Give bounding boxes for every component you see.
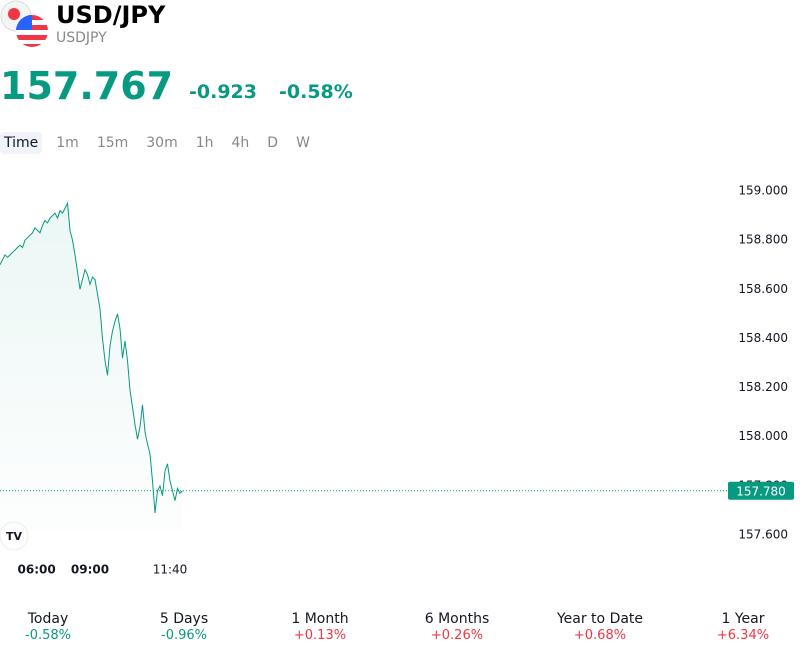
change-percent: -0.58% <box>279 81 353 103</box>
change: -0.923 <box>189 81 257 103</box>
svg-text:TV: TV <box>6 530 23 543</box>
title: USD/JPY <box>56 1 166 29</box>
period-change: -0.96% <box>161 628 207 643</box>
tab[interactable]: 1h <box>195 135 214 151</box>
x-tick-label: 09:00 <box>71 563 109 577</box>
period-change: +6.34% <box>716 628 770 643</box>
period: 1 Month <box>291 611 349 627</box>
performance-item[interactable]: 5 Days -0.96% <box>114 611 254 643</box>
price-box <box>728 481 794 500</box>
y-tick-label: 158.800 <box>738 233 788 247</box>
period: 6 Months <box>424 611 490 627</box>
period: 1 Year <box>721 611 765 627</box>
price: 157.767 <box>0 64 174 108</box>
tab[interactable]: 30m <box>146 135 178 151</box>
y-tick-label: 159.000 <box>738 184 788 198</box>
tab[interactable]: 15m <box>96 135 129 151</box>
tab[interactable]: D <box>267 135 279 151</box>
performance-item[interactable]: 6 Months +0.26% <box>387 611 527 643</box>
price-label: 157.780 <box>736 484 786 498</box>
chart: TV 157.600157.800158.000158.200158.40015… <box>0 184 794 577</box>
area <box>0 203 183 530</box>
line <box>0 201 183 513</box>
y-tick-label: 158.000 <box>738 429 788 443</box>
period-change: +0.26% <box>430 628 484 643</box>
tab[interactable]: Time <box>0 132 43 154</box>
period: 5 Days <box>159 611 209 627</box>
y-tick-label: 157.600 <box>738 528 788 542</box>
period-change: +0.68% <box>573 628 627 643</box>
symbol: USDJPY <box>56 30 107 46</box>
flags <box>0 0 48 47</box>
tab[interactable]: 1m <box>56 135 79 151</box>
y-tick-label: 158.400 <box>738 331 788 345</box>
tabs: Time 1m 15m 30m 1h 4h D W <box>0 132 324 154</box>
performance: Today -0.58% 5 Days -0.96% 1 Month +0.13% 6 Mo… <box>0 611 800 651</box>
period-change: -0.58% <box>25 628 71 643</box>
period-change: +0.13% <box>293 628 347 643</box>
period: Today <box>27 611 69 627</box>
performance-item[interactable]: Today -0.58% <box>0 611 118 643</box>
tab[interactable]: 4h <box>231 135 250 151</box>
tab[interactable]: W <box>296 135 310 151</box>
jp-dot <box>8 8 20 20</box>
performance-item[interactable]: 1 Year +6.34% <box>673 611 800 643</box>
us-flag <box>16 15 48 47</box>
period: Year to Date <box>556 611 644 627</box>
y-tick-label: 158.600 <box>738 282 788 296</box>
x-tick-label: 06:00 <box>18 563 56 577</box>
x-tick-label: 11:40 <box>153 563 188 577</box>
y-tick-label: 158.200 <box>738 380 788 394</box>
performance-item[interactable]: Year to Date +0.68% <box>530 611 670 643</box>
performance-item[interactable]: 1 Month +0.13% <box>250 611 390 643</box>
